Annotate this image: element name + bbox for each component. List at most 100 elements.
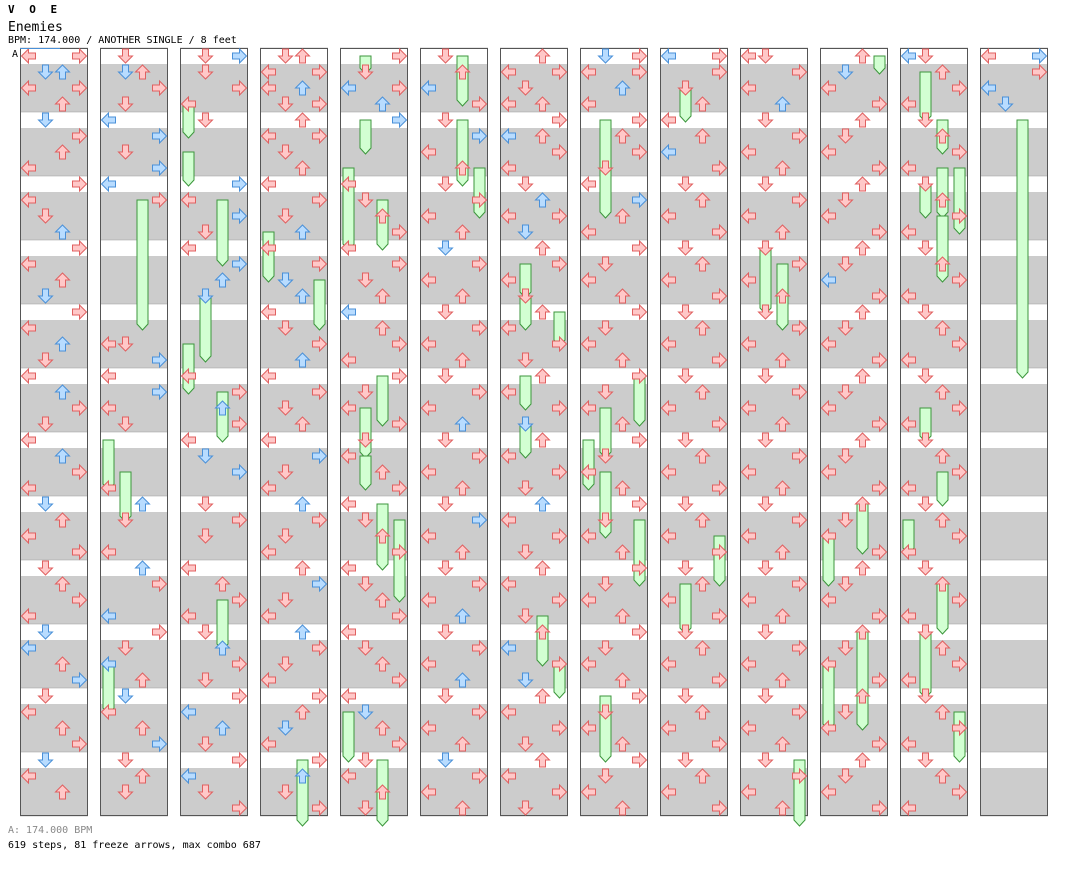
stripe (340, 64, 408, 80)
stripe (500, 336, 568, 352)
step-arrow-left (500, 271, 516, 289)
stripe (340, 560, 408, 576)
step-arrow-right (632, 751, 648, 769)
stripe (900, 496, 968, 512)
stripe (980, 784, 1048, 800)
stripe (260, 656, 328, 672)
stripe (100, 256, 168, 272)
stripe (20, 448, 88, 464)
step-arrow-right (952, 399, 968, 417)
stripe (500, 784, 568, 800)
step-arrow-left (900, 223, 916, 241)
stripe (260, 592, 328, 608)
stripe (820, 416, 888, 432)
step-arrow-down (437, 48, 454, 64)
step-arrow-left (820, 783, 836, 801)
stripe (900, 128, 968, 144)
stripe (260, 432, 328, 448)
stripe (420, 384, 488, 400)
step-arrow-left (260, 367, 276, 385)
step-arrow-left (20, 607, 36, 625)
step-arrow-down (37, 64, 54, 80)
stripe (820, 144, 888, 160)
stripe (180, 144, 248, 160)
step-arrow-up (694, 576, 711, 592)
step-arrow-left (580, 335, 596, 353)
stripe (180, 384, 248, 400)
stripe (100, 624, 168, 640)
step-arrow-down (757, 48, 774, 64)
step-arrow-right (472, 447, 488, 465)
step-arrow-left (660, 143, 676, 161)
step-arrow-left (260, 543, 276, 561)
step-arrow-right (472, 127, 488, 145)
stripe (420, 112, 488, 128)
step-arrow-up (694, 320, 711, 336)
step-arrow-left (740, 463, 756, 481)
stripe (500, 176, 568, 192)
step-arrow-right (232, 751, 248, 769)
stripe (500, 528, 568, 544)
stripe (820, 800, 888, 816)
step-arrow-right (952, 655, 968, 673)
step-arrow-up (374, 720, 391, 736)
freeze-arrow (313, 279, 326, 331)
step-arrow-up (294, 624, 311, 640)
stripe (100, 240, 168, 256)
step-arrow-down (597, 320, 614, 336)
stripe (100, 560, 168, 576)
step-arrow-right (152, 351, 168, 369)
stripe (660, 656, 728, 672)
step-arrow-up (774, 416, 791, 432)
stripe (340, 208, 408, 224)
step-arrow-down (597, 512, 614, 528)
step-arrow-left (900, 607, 916, 625)
step-arrow-right (392, 223, 408, 241)
step-arrow-up (534, 96, 551, 112)
step-arrow-right (72, 591, 88, 609)
panel-border (260, 48, 328, 816)
stripe (820, 608, 888, 624)
step-arrow-up (774, 544, 791, 560)
stripe (180, 64, 248, 80)
step-arrow-down (117, 144, 134, 160)
step-arrow-down (357, 192, 374, 208)
step-arrow-left (580, 95, 596, 113)
stripe (900, 624, 968, 640)
step-arrow-left (500, 639, 516, 657)
step-arrow-right (472, 95, 488, 113)
step-arrow-up (54, 784, 71, 800)
stripe (500, 48, 568, 64)
step-arrow-up (134, 560, 151, 576)
step-arrow-down (437, 624, 454, 640)
step-arrow-left (420, 783, 436, 801)
stripe (260, 368, 328, 384)
stripe (660, 768, 728, 784)
step-arrow-down (917, 304, 934, 320)
step-arrow-right (712, 47, 728, 65)
step-arrow-right (712, 351, 728, 369)
step-arrow-down (597, 576, 614, 592)
stripe (740, 720, 808, 736)
step-arrow-left (260, 479, 276, 497)
step-arrow-up (934, 192, 951, 208)
stripe (260, 608, 328, 624)
stripe (660, 528, 728, 544)
step-arrow-left (100, 479, 116, 497)
stripe (20, 160, 88, 176)
stripe (820, 304, 888, 320)
step-arrow-down (837, 576, 854, 592)
freeze-arrow (953, 711, 966, 763)
step-arrow-left (180, 559, 196, 577)
step-arrow-left (260, 607, 276, 625)
step-arrow-down (277, 400, 294, 416)
stripe (580, 496, 648, 512)
stripe (580, 336, 648, 352)
step-arrow-up (854, 688, 871, 704)
stripe (580, 528, 648, 544)
step-arrow-down (597, 384, 614, 400)
step-arrow-up (854, 752, 871, 768)
stripe (180, 736, 248, 752)
stripe (260, 528, 328, 544)
stripe (500, 752, 568, 768)
